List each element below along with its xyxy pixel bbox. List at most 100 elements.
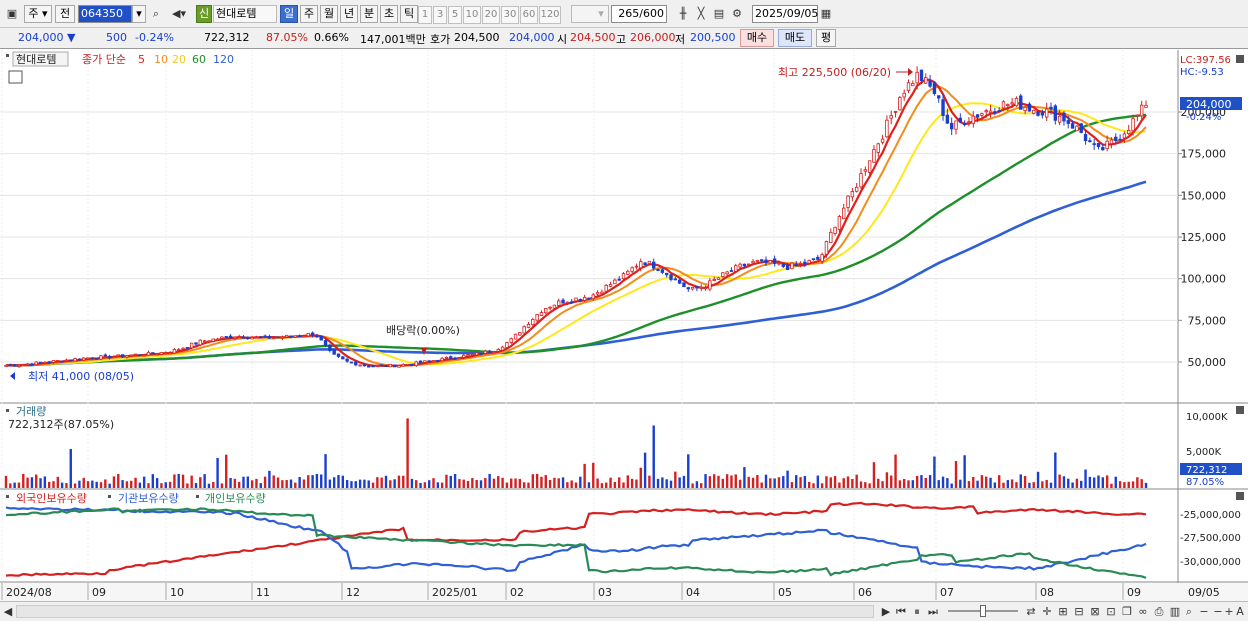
pause-icon[interactable]: ⏸ <box>914 605 920 618</box>
legend-ma-60[interactable]: 60 <box>192 53 206 66</box>
holding-panel-close-icon[interactable] <box>1236 492 1244 500</box>
period-button-4[interactable]: 분 <box>360 5 378 23</box>
legend-ma-10[interactable]: 10 <box>154 53 168 66</box>
interval-button-30[interactable]: 30 <box>501 6 519 24</box>
search-icon[interactable]: ⌕ <box>152 7 160 20</box>
pan-icon[interactable]: ⇄ <box>1026 605 1036 618</box>
zoom-slider-handle[interactable] <box>980 605 986 617</box>
calendar-icon[interactable]: ▦ <box>820 7 832 20</box>
candle-body <box>703 287 708 290</box>
settings-icon[interactable]: ⚙ <box>732 7 742 20</box>
candle-body <box>241 336 246 339</box>
stock-chart[interactable]: 현대로템 종가 단순 5 10 20 60 120 LC:397.56 HC:-… <box>0 50 1248 601</box>
institution-holding-line <box>5 506 1147 573</box>
candle-body <box>116 354 120 357</box>
volume-bar <box>769 478 772 488</box>
crosshair-icon[interactable]: ✛ <box>1042 605 1052 618</box>
period-button-3[interactable]: 년 <box>340 5 358 23</box>
low-value: 200,500 <box>690 31 736 44</box>
save-icon[interactable]: ▤ <box>713 7 725 20</box>
volume-bar <box>142 476 146 488</box>
first-page-icon[interactable]: ⏮ <box>896 605 906 618</box>
volume-bar <box>540 476 543 488</box>
stock-code-input[interactable]: 064350 <box>78 5 132 23</box>
period-select[interactable]: 주 ▾ <box>24 5 52 23</box>
volume-bar <box>237 481 241 488</box>
volume-bar <box>622 482 625 488</box>
volume-bar <box>9 483 12 488</box>
last-page-icon[interactable]: ⏭ <box>928 605 938 618</box>
buy-button[interactable]: 매수 <box>740 29 774 47</box>
interval-button-120[interactable]: 120 <box>539 6 561 24</box>
volume-bar <box>920 475 923 488</box>
eval-button[interactable]: 평 <box>816 29 836 47</box>
window-icon[interactable]: ▣ <box>6 7 18 20</box>
compare-icon[interactable]: ⊞ <box>1058 605 1068 618</box>
ruler-icon[interactable]: ⊟ <box>1074 605 1084 618</box>
speaker-icon[interactable]: ◀▾ <box>172 7 186 20</box>
scroll-track[interactable] <box>16 605 874 618</box>
legend-individual[interactable]: 개인보유수량 <box>205 492 266 505</box>
pattern-icon[interactable]: ⊠ <box>1090 605 1100 618</box>
period-button-2[interactable]: 월 <box>320 5 338 23</box>
scroll-bar[interactable]: ◀ ▶ ⏮ ⏸ ⏭ ⇄ ✛ ⊞ ⊟ ⊠ ⊡ ❐ ∞ ⎙ ▥ ⌕ − − + A <box>0 601 1248 621</box>
interval-button-1[interactable]: 1 <box>418 6 432 24</box>
link-icon[interactable]: ∞ <box>1138 605 1148 618</box>
interval-button-3[interactable]: 3 <box>433 6 447 24</box>
price-panel-close-icon[interactable] <box>1236 55 1244 63</box>
zoom-icon[interactable]: ⌕ <box>1185 605 1193 618</box>
chart-menu-icon[interactable] <box>8 70 23 84</box>
bid-value: 204,500 <box>454 31 500 44</box>
period-button-0[interactable]: 일 <box>280 5 298 23</box>
interval-button-60[interactable]: 60 <box>520 6 538 24</box>
scroll-left-icon[interactable]: ◀ <box>3 605 13 618</box>
period-button-1[interactable]: 주 <box>300 5 318 23</box>
stock-name-display[interactable]: 현대로템 <box>213 5 277 23</box>
volume-bar <box>358 479 362 488</box>
volume-bar <box>786 470 789 488</box>
volume-bar <box>117 473 120 488</box>
volume-panel-close-icon[interactable] <box>1236 406 1244 414</box>
interval-custom-input[interactable] <box>571 5 609 23</box>
count-input[interactable]: 265/600 <box>611 5 667 23</box>
zoom-out-icon[interactable]: − <box>1199 605 1209 618</box>
code-dropdown-button[interactable]: ▾ <box>132 5 146 23</box>
date-input[interactable]: 2025/09/05 <box>752 5 818 23</box>
interval-dropdown-icon[interactable]: ▾ <box>598 7 604 20</box>
sell-button[interactable]: 매도 <box>778 29 812 47</box>
prev-button[interactable]: 전 <box>55 5 75 23</box>
period-button-6[interactable]: 틱 <box>400 5 418 23</box>
volume-bar <box>22 473 25 488</box>
interval-button-10[interactable]: 10 <box>463 6 481 24</box>
volume-title[interactable]: 거래량 <box>16 405 46 418</box>
volume-bar <box>799 477 802 488</box>
legend-ma-5[interactable]: 5 <box>138 53 145 66</box>
stock-name-tag[interactable]: 현대로템 <box>16 53 56 66</box>
candle-body <box>129 354 133 357</box>
period-button-5[interactable]: 초 <box>380 5 398 23</box>
print-icon[interactable]: ⎙ <box>1154 605 1164 618</box>
font-size-icon[interactable]: A <box>1236 605 1244 618</box>
legend-institution[interactable]: 기관보유수량 <box>118 492 179 505</box>
legend-ma-20[interactable]: 20 <box>172 53 186 66</box>
volume-bar <box>65 483 68 488</box>
volume-bar <box>320 474 323 488</box>
candle-body <box>781 263 785 267</box>
draw-tool-icon[interactable]: ╳ <box>697 7 705 20</box>
candle-icon[interactable]: ╫ <box>679 7 687 20</box>
candle-body <box>738 263 742 268</box>
copy-icon[interactable]: ❐ <box>1122 605 1132 618</box>
candle-body <box>4 364 8 367</box>
legend-ma-120[interactable]: 120 <box>213 53 234 66</box>
legend-foreign[interactable]: 외국인보유수량 <box>16 492 87 505</box>
candle-body <box>1057 115 1062 123</box>
minus-icon[interactable]: − <box>1213 605 1223 618</box>
holding-legend-bullet <box>6 495 9 498</box>
layout-icon[interactable]: ▥ <box>1169 605 1181 618</box>
scroll-right-icon[interactable]: ▶ <box>881 605 891 618</box>
plus-icon[interactable]: + <box>1224 605 1234 618</box>
interval-button-20[interactable]: 20 <box>482 6 500 24</box>
interval-button-5[interactable]: 5 <box>448 6 462 24</box>
indicator-icon[interactable]: ⊡ <box>1106 605 1116 618</box>
